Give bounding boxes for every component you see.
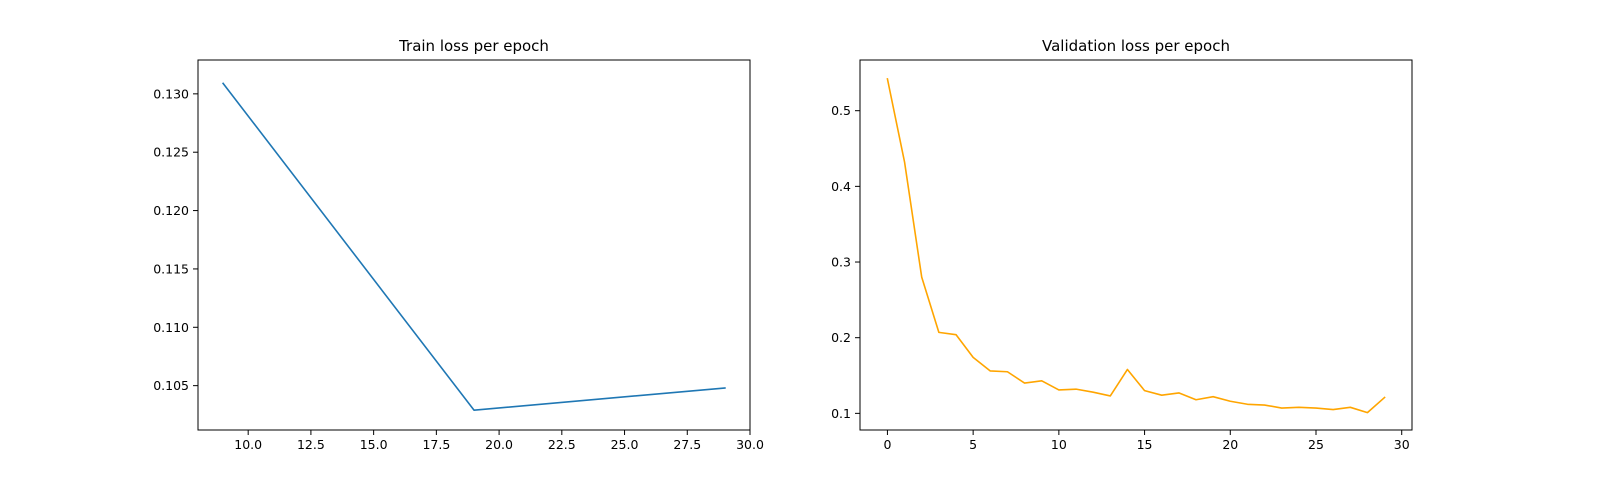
y-tick-label: 0.2 <box>831 330 851 345</box>
x-tick-label: 20.0 <box>485 437 513 452</box>
axes-frame <box>197 59 751 431</box>
axes-frame <box>859 59 1413 431</box>
x-tick-label: 10.0 <box>234 437 262 452</box>
x-tick-label: 25.0 <box>611 437 639 452</box>
series-line-1 <box>886 77 1386 414</box>
chart-title: Train loss per epoch <box>398 37 549 55</box>
chart-title: Validation loss per epoch <box>1042 37 1230 55</box>
y-tick-label: 0.120 <box>153 203 189 218</box>
x-tick-label: 20 <box>1222 437 1238 452</box>
y-tick-label: 0.125 <box>153 145 189 160</box>
x-tick-label: 0 <box>883 437 891 452</box>
y-tick-label: 0.115 <box>153 261 189 276</box>
y-tick-label: 0.1 <box>831 406 851 421</box>
subplot-1: Train loss per epoch 10.0 12.5 15.0 17.5 20.0… <box>153 37 764 452</box>
y-tick-label: 0.5 <box>831 103 851 118</box>
x-tick-label: 12.5 <box>297 437 325 452</box>
x-tick-label: 22.5 <box>548 437 576 452</box>
y-tick-label: 0.110 <box>153 320 189 335</box>
x-tick-label: 5 <box>969 437 977 452</box>
y-tick-label: 0.130 <box>153 86 189 101</box>
y-tick-label: 0.3 <box>831 255 851 270</box>
x-tick-label: 17.5 <box>422 437 450 452</box>
x-tick-label: 30.0 <box>736 437 764 452</box>
y-tick-label: 0.4 <box>831 179 851 194</box>
subplot-2: Validation loss per epoch 0 5 10 15 20 25 30 0.1… <box>831 37 1413 452</box>
x-tick-label: 25 <box>1308 437 1324 452</box>
plots: Train loss per epoch 10.0 12.5 15.0 17.5 20.0… <box>153 37 1413 452</box>
x-tick-label: 27.5 <box>673 437 701 452</box>
x-tick-label: 15.0 <box>360 437 388 452</box>
y-tick-label: 0.105 <box>153 378 189 393</box>
x-tick-label: 30 <box>1394 437 1410 452</box>
x-tick-label: 15 <box>1137 437 1153 452</box>
x-tick-label: 10 <box>1051 437 1067 452</box>
